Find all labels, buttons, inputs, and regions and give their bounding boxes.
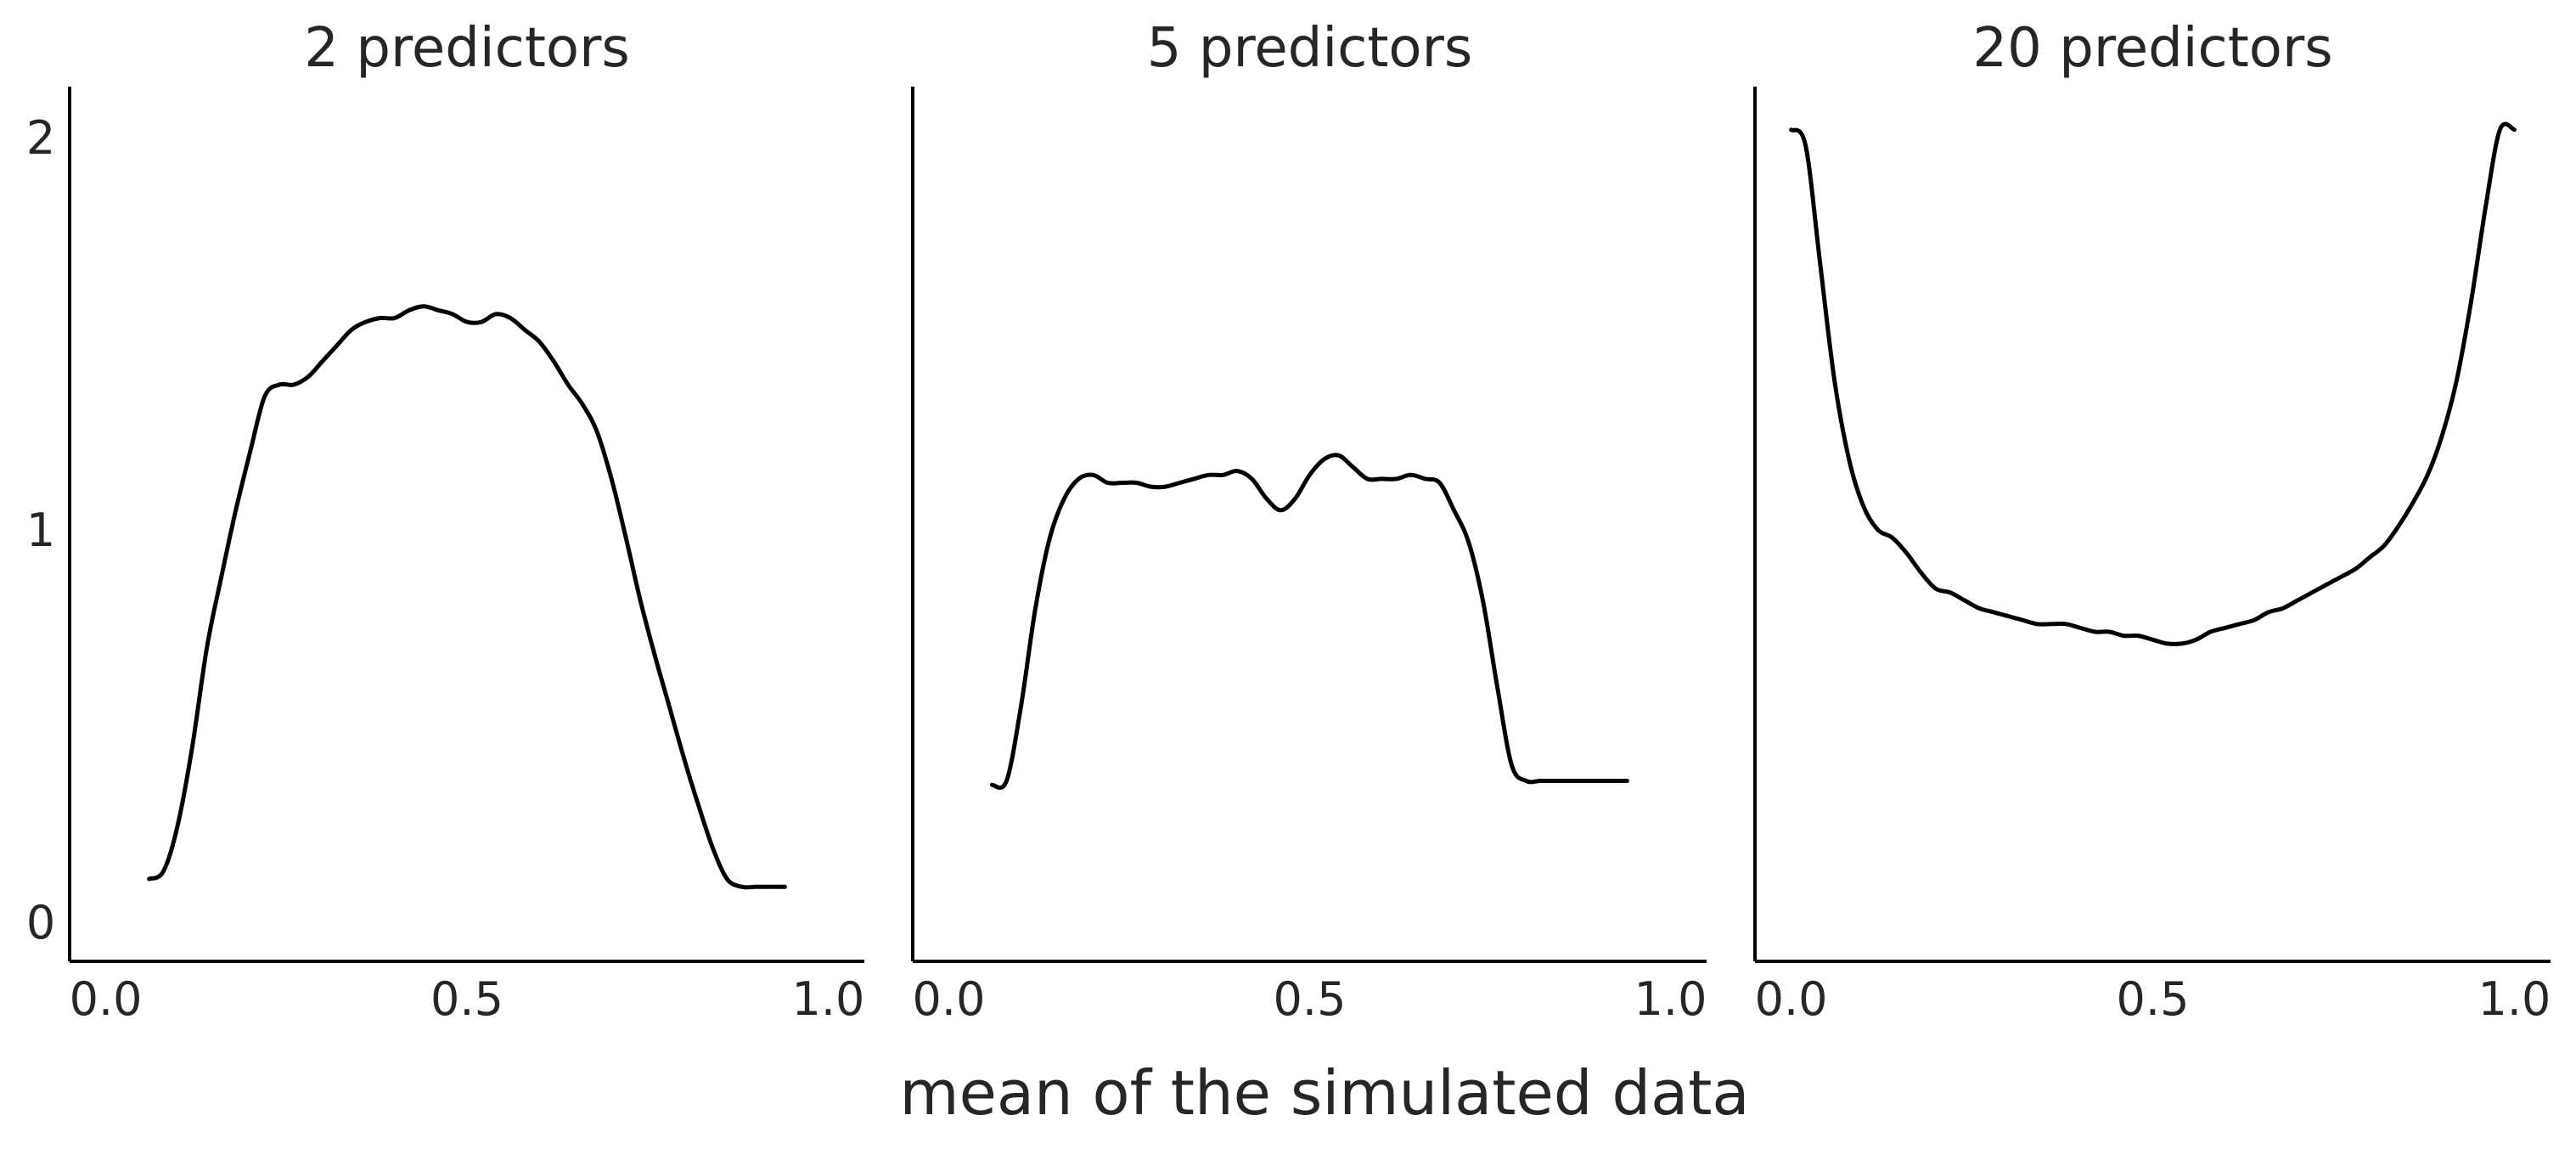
panel-title: 20 predictors <box>1972 17 2332 80</box>
x-tick-label: 0.5 <box>430 972 503 1026</box>
panels: 2 predictors 0.0 0.5 1.0 0 1 2 5 predictors 0.0 0… <box>26 17 2551 1026</box>
density-curve <box>990 453 1629 791</box>
x-tick-label: 0.0 <box>70 972 143 1026</box>
x-tick-label: 1.0 <box>1634 972 1707 1026</box>
y-tick-label: 2 <box>26 111 55 165</box>
panel-title: 5 predictors <box>1147 17 1472 80</box>
y-tick-label: 1 <box>26 504 55 557</box>
y-tick-label: 0 <box>26 896 55 949</box>
x-tick-label: 0.5 <box>1274 972 1347 1026</box>
figure-x-axis-label: mean of the simulated data <box>899 1057 1749 1129</box>
panel-1: 2 predictors 0.0 0.5 1.0 0 1 2 <box>26 17 865 1026</box>
panel-title: 2 predictors <box>304 17 629 80</box>
x-tick-label: 1.0 <box>2478 972 2551 1026</box>
x-tick-label: 0.0 <box>1755 972 1828 1026</box>
x-tick-label: 0.5 <box>2117 972 2190 1026</box>
density-curve <box>147 304 787 890</box>
x-tick-label: 0.0 <box>913 972 986 1026</box>
panel-3: 20 predictors 0.0 0.5 1.0 <box>1753 17 2551 1026</box>
x-tick-label: 1.0 <box>792 972 865 1026</box>
density-curve <box>1789 121 2517 646</box>
panel-2: 5 predictors 0.0 0.5 1.0 <box>911 17 1707 1026</box>
